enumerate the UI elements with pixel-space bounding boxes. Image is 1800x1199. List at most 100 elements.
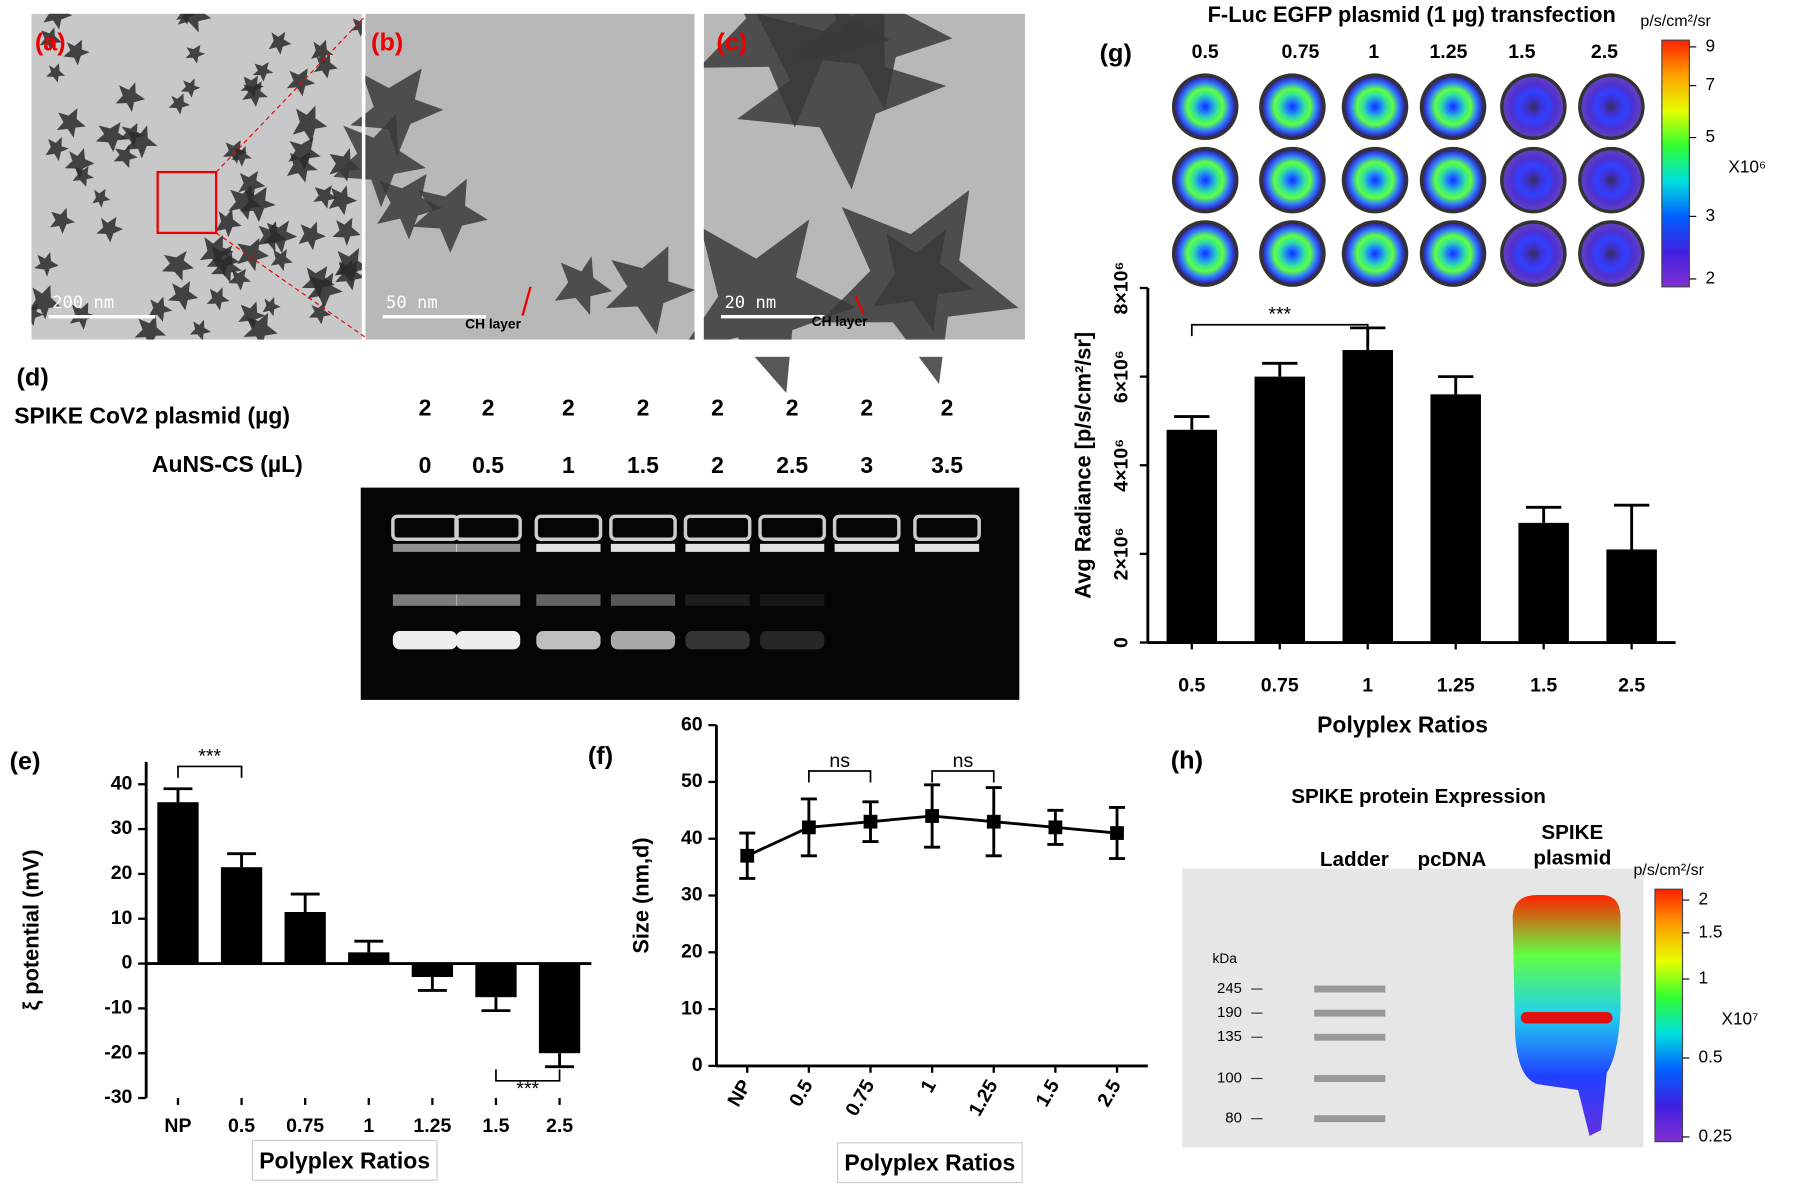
y-tick-label: 0: [122, 952, 133, 974]
significance-label: ***: [198, 745, 221, 767]
nanostar: [412, 179, 487, 253]
gel-band: [536, 594, 601, 606]
nanostar: [114, 144, 138, 168]
nanostar: [329, 148, 360, 182]
significance-label: ns: [829, 750, 850, 772]
marker-label: 135: [1217, 1029, 1242, 1045]
well-signal: [1423, 150, 1483, 210]
nanostar: [377, 174, 442, 240]
x-tick-label: 1.25: [413, 1115, 451, 1137]
x-tick-label: 1: [916, 1076, 941, 1097]
y-axis-label: Size (nm,d): [629, 837, 654, 953]
y-tick-label: 4×10⁶: [1111, 439, 1133, 492]
nanostar: [287, 151, 318, 182]
well-signal: [1581, 223, 1642, 284]
marker: [1110, 826, 1124, 840]
nanostar: [680, 219, 856, 393]
nanostar: [795, 0, 953, 110]
lane-label: pcDNA: [1417, 848, 1486, 871]
gel-well: [683, 514, 752, 541]
gel-band: [610, 543, 676, 552]
nanostar: [228, 269, 250, 291]
gel-band: [455, 543, 521, 552]
nanostar: [34, 252, 59, 277]
nanostar: [288, 137, 321, 170]
bar: [1430, 394, 1481, 643]
colorbar-tick-label: 2: [1705, 267, 1715, 287]
colorbar-multiplier: X10⁶: [1728, 157, 1766, 177]
gel-band: [834, 543, 899, 552]
nanostar: [162, 251, 194, 281]
column-label: 0.75: [1281, 41, 1319, 63]
error-bar: [227, 852, 257, 868]
well-signal: [1175, 76, 1236, 137]
blot-band: [1520, 1011, 1613, 1024]
annotation: CH layer: [812, 314, 868, 329]
nanostar: [350, 68, 443, 156]
y-tick-label: 2×10⁶: [1111, 527, 1133, 580]
gel-band: [760, 543, 825, 552]
significance-bracket: [1190, 323, 1369, 337]
nanostar: [253, 62, 274, 82]
nanostar: [228, 185, 262, 220]
colorbar-tick-label: 0.25: [1699, 1126, 1732, 1146]
colorbar-tick-label: 1: [1699, 968, 1709, 988]
column-label: 2.5: [1591, 41, 1618, 63]
gel-band: [610, 631, 676, 650]
gap: [361, 0, 366, 345]
x-axis-label: Polyplex Ratios: [1317, 711, 1488, 737]
nanostar: [96, 217, 123, 243]
gel-band: [455, 594, 521, 606]
gel-band: [455, 631, 521, 650]
gel-value: 2: [711, 395, 724, 421]
nanostar: [40, 27, 62, 51]
panel-label: (h): [1171, 747, 1203, 775]
nanostar: [606, 246, 695, 334]
gel-band: [760, 631, 825, 650]
gel-value: 1: [562, 452, 575, 478]
nanostar: [257, 221, 286, 252]
marker: [863, 814, 878, 829]
bar: [1518, 522, 1569, 643]
nanostar: [237, 238, 269, 271]
y-axis-label: Avg Radiance [p/s/cm²/sr]: [1070, 332, 1095, 599]
nanostar: [238, 301, 265, 329]
gel-value: 2.5: [776, 452, 808, 478]
ladder-band: [1314, 1115, 1386, 1123]
colorbar-tick-label: 2: [1699, 889, 1709, 909]
well-signal: [1503, 76, 1564, 137]
well-signal: [1503, 223, 1564, 284]
y-tick-label: 20: [111, 862, 133, 884]
gel-value: 2: [711, 452, 724, 478]
panel-label: (a): [35, 28, 66, 56]
x-tick-label: 2.5: [1618, 674, 1645, 696]
x-tick-label: 1.5: [482, 1115, 509, 1137]
nanostar: [65, 148, 95, 178]
ladder-band: [1314, 1033, 1386, 1041]
error-bar: [1526, 505, 1562, 523]
panel-label: (g): [1100, 40, 1132, 68]
x-tick-label: 1: [363, 1115, 374, 1137]
bar: [220, 867, 263, 964]
nanostar: [116, 82, 145, 112]
gap: [1025, 0, 1049, 345]
panel-label: (d): [17, 363, 49, 391]
gel-value: 3: [860, 452, 873, 478]
gel-well: [913, 514, 981, 541]
nanostar: [168, 281, 198, 310]
x-tick-label: NP: [164, 1115, 191, 1137]
gel-band: [392, 594, 458, 606]
x-tick-label: 0.75: [841, 1076, 879, 1120]
x-tick-label: 0.5: [1178, 674, 1205, 696]
bar: [538, 963, 581, 1054]
significance-bracket: [177, 765, 243, 778]
gel-value: 2: [786, 395, 799, 421]
nanostar: [333, 218, 361, 246]
gel-band: [685, 594, 750, 606]
well-signal: [1262, 223, 1323, 284]
nanostar: [169, 94, 190, 115]
error-bar: [417, 977, 447, 992]
y-tick-label: 30: [111, 817, 133, 839]
column-label: 1: [1368, 41, 1379, 63]
